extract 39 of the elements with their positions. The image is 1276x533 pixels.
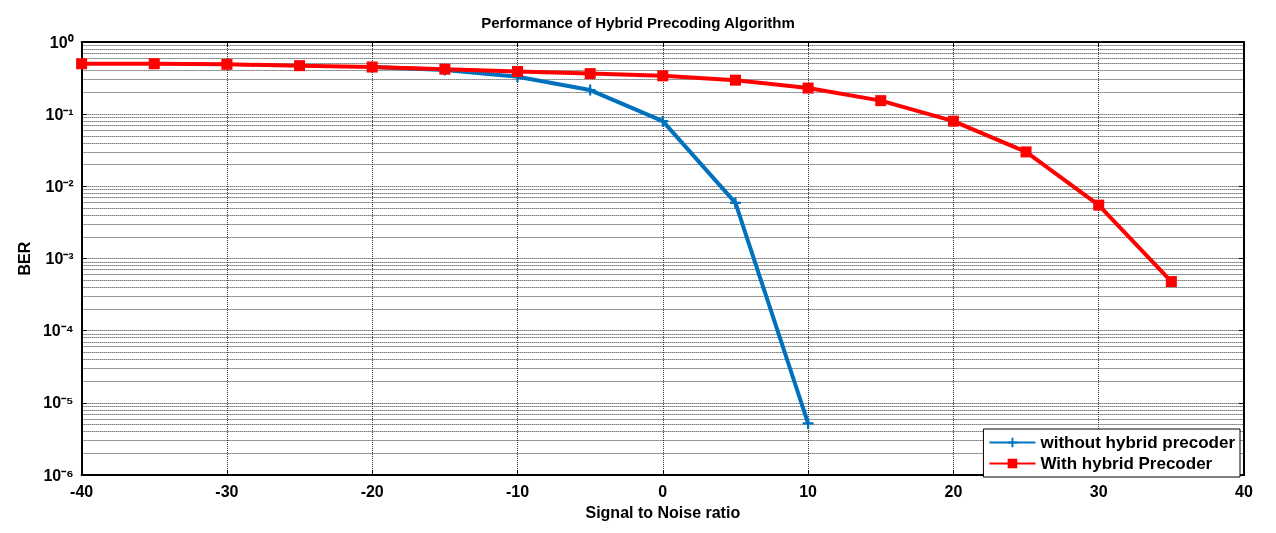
point — [1093, 199, 1105, 211]
point — [875, 95, 887, 107]
x-tick-label: -30 — [215, 482, 239, 500]
y-tick-label: 10⁻² — [45, 177, 74, 195]
y-tick-label: 10⁻⁵ — [43, 394, 74, 412]
point — [802, 82, 814, 94]
point — [729, 74, 741, 86]
point — [294, 60, 306, 72]
legend-label: With hybrid Precoder — [1040, 454, 1213, 473]
y-tick-label: 10⁻³ — [45, 250, 74, 268]
x-tick-label: 40 — [1235, 482, 1253, 500]
x-axis-title: Signal to Noise ratio — [585, 503, 741, 521]
x-tick-label: -10 — [505, 482, 530, 500]
point — [729, 197, 741, 209]
point — [947, 115, 959, 127]
point — [148, 58, 160, 70]
x-tick-label: 20 — [944, 482, 963, 500]
x-tick-label: 0 — [658, 482, 668, 500]
point — [221, 58, 233, 70]
y-tick-label: 10⁻⁴ — [42, 322, 74, 340]
y-axis-title: BER — [15, 241, 33, 276]
point — [1020, 146, 1032, 158]
y-tick-label: 10⁻¹ — [45, 105, 74, 123]
x-tick-label: 10 — [799, 482, 818, 500]
point — [584, 84, 596, 96]
chart-title: Performance of Hybrid Precoding Algorithm — [481, 14, 795, 31]
point — [657, 115, 669, 127]
point — [657, 70, 669, 82]
x-tick-label: 30 — [1089, 482, 1108, 500]
y-tick-label: 10⁰ — [49, 33, 74, 51]
y-tick-label: 10⁻⁶ — [43, 466, 74, 484]
point — [584, 68, 596, 80]
point — [802, 417, 814, 429]
point — [512, 66, 524, 78]
point — [76, 58, 88, 70]
legend-label: without hybrid precoder — [1039, 433, 1236, 452]
x-tick-label: -20 — [360, 482, 384, 500]
point — [1165, 276, 1177, 288]
x-tick-label: -40 — [70, 482, 94, 500]
